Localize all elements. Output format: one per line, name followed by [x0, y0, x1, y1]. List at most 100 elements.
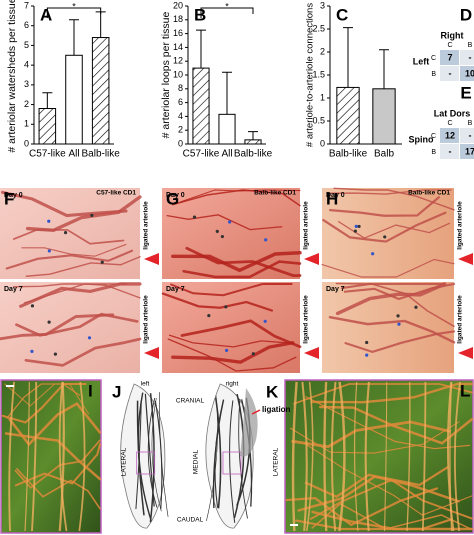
- vessel: [170, 283, 293, 297]
- ligation-arrow: [144, 347, 159, 359]
- vessel: [8, 381, 16, 532]
- y-axis-label: # arteriole-to-arteriole connections: [305, 3, 316, 147]
- marker: [365, 353, 369, 357]
- marker: [192, 215, 197, 219]
- x-tick-label: C57-like: [183, 149, 220, 160]
- marker: [215, 229, 219, 233]
- marker: [383, 235, 387, 239]
- vessel: [24, 381, 30, 532]
- y-tick-label: 12: [173, 56, 183, 66]
- ligation-arrow: [144, 253, 159, 265]
- error-bar: [42, 92, 53, 109]
- column-header: Lat Dors: [434, 108, 471, 118]
- panel-letter: G: [166, 189, 179, 208]
- cell-value: 12: [445, 130, 455, 140]
- marker: [30, 304, 35, 308]
- x-tick-label: All: [68, 149, 79, 160]
- vessel: [21, 243, 127, 257]
- row-label: B: [431, 71, 436, 78]
- vessel: [335, 282, 447, 316]
- error-bar: [222, 71, 232, 115]
- vessel: [322, 211, 447, 243]
- vessel: [301, 381, 308, 532]
- ligation-note: ligated arteriole: [143, 201, 150, 250]
- vessel: [171, 341, 295, 364]
- vessel: [449, 381, 453, 532]
- column-header: Right: [441, 30, 464, 40]
- y-tick-label: 3: [24, 79, 29, 89]
- marker: [47, 219, 51, 223]
- marker: [263, 319, 267, 323]
- marker: [30, 349, 34, 353]
- vessel: [161, 292, 274, 312]
- marker: [53, 352, 58, 356]
- day-label: Day 7: [326, 286, 345, 293]
- bar: [65, 54, 83, 145]
- table-cell: [460, 66, 474, 81]
- marker: [365, 340, 369, 345]
- vessel: [330, 381, 337, 532]
- marker: [396, 314, 400, 318]
- row-header: Left: [413, 56, 430, 66]
- vessel: [24, 337, 142, 367]
- marker: [87, 336, 92, 340]
- vessel: [182, 260, 302, 279]
- vessel: [151, 398, 162, 512]
- y-axis-label: # arteriolar loops per tissue: [160, 12, 172, 139]
- vessel: [159, 392, 169, 517]
- ligation-arrow: [458, 347, 473, 359]
- vessel: [406, 381, 411, 532]
- y-tick-label: 1.5: [312, 69, 325, 79]
- y-tick-label: 2.5: [312, 23, 325, 33]
- cell-value: -: [469, 130, 472, 140]
- vessel: [305, 396, 471, 450]
- ligation-note: ligated arteriole: [303, 295, 310, 344]
- ligation-note: ligated arteriole: [457, 295, 464, 344]
- y-tick-label: 14: [173, 42, 183, 52]
- direction-label: LATERAL: [121, 447, 128, 476]
- y-tick-label: 3: [320, 0, 325, 10]
- vessel: [25, 256, 141, 277]
- table-cell: [440, 128, 459, 143]
- vessel: [136, 400, 145, 516]
- column-label: B: [468, 120, 473, 127]
- vessel: [58, 381, 68, 532]
- tissue-outline: [120, 383, 166, 529]
- vessel: [58, 381, 65, 532]
- y-tick-label: 1: [24, 119, 29, 129]
- cell-value: 17: [465, 146, 474, 156]
- panel-letter: L: [460, 381, 470, 400]
- row-label: C: [431, 133, 436, 140]
- strain-label: C57-like CD1: [96, 190, 136, 197]
- marker: [47, 320, 51, 324]
- significance-label: *: [72, 1, 76, 11]
- ligation-arrow: [458, 253, 473, 265]
- y-tick-label: 0: [320, 138, 325, 148]
- vessel: [168, 334, 295, 348]
- table-cell: [440, 66, 459, 81]
- day-label: Day 7: [166, 286, 185, 293]
- strain-label: Balb-like CD1: [254, 190, 296, 197]
- column-label: C: [447, 42, 452, 49]
- vessel: [321, 258, 455, 278]
- vessel: [25, 195, 142, 232]
- vessel: [238, 398, 248, 519]
- vessel: [0, 313, 115, 341]
- ligation-note: ligated arteriole: [143, 295, 150, 344]
- vessel: [364, 381, 370, 532]
- bar: [91, 37, 110, 145]
- marker: [224, 348, 229, 352]
- panel-letter: H: [326, 189, 338, 208]
- panel-letter: I: [88, 381, 93, 400]
- bar: [218, 113, 236, 145]
- table-cell: [440, 50, 459, 65]
- vessel: [306, 381, 314, 532]
- vessel: [206, 395, 218, 522]
- vessel: [6, 383, 80, 419]
- ligation-label: ligation: [262, 405, 291, 414]
- bar: [38, 108, 57, 145]
- row-label: C: [431, 55, 436, 62]
- x-tick-label: Balb: [374, 149, 394, 160]
- y-tick-label: 6: [24, 20, 29, 30]
- error-bar: [379, 49, 389, 89]
